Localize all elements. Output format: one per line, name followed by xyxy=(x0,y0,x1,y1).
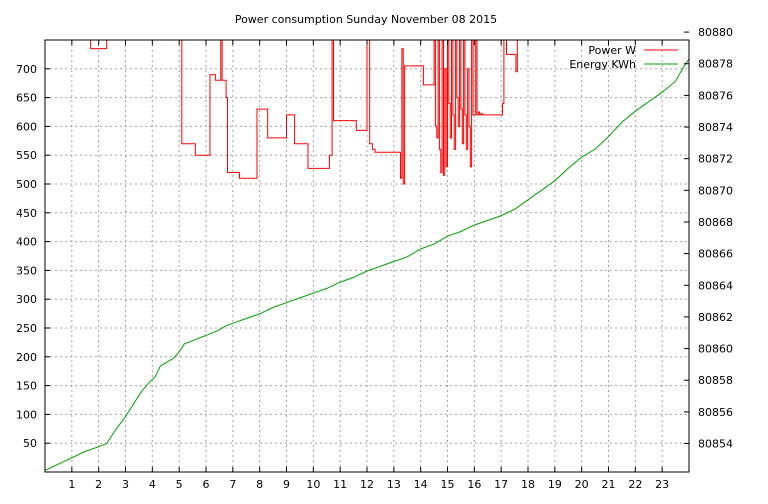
series-line-power-w xyxy=(89,40,518,185)
x-tick-label: 9 xyxy=(283,478,290,491)
y2-tick-label: 80860 xyxy=(698,343,733,356)
x-tick-label: 18 xyxy=(521,478,535,491)
x-tick-label: 2 xyxy=(95,478,102,491)
y-tick-label: 250 xyxy=(16,322,37,335)
chart-title: Power consumption Sunday November 08 201… xyxy=(235,13,497,26)
y-tick-label: 550 xyxy=(16,149,37,162)
y-tick-label: 350 xyxy=(16,264,37,277)
x-tick-label: 12 xyxy=(360,478,374,491)
x-tick-label: 20 xyxy=(575,478,589,491)
x-tick-label: 11 xyxy=(333,478,347,491)
x-tick-label: 8 xyxy=(256,478,263,491)
y2-tick-label: 80870 xyxy=(698,184,733,197)
x-tick-label: 3 xyxy=(122,478,129,491)
y-tick-label: 150 xyxy=(16,380,37,393)
y2-tick-label: 80878 xyxy=(698,58,733,71)
y2-tick-label: 80864 xyxy=(698,279,733,292)
x-tick-label: 5 xyxy=(176,478,183,491)
x-tick-label: 19 xyxy=(548,478,562,491)
x-tick-label: 7 xyxy=(229,478,236,491)
x-tick-label: 22 xyxy=(628,478,642,491)
x-tick-label: 6 xyxy=(203,478,210,491)
legend-label: Power W xyxy=(588,44,636,57)
x-tick-label: 1 xyxy=(68,478,75,491)
y-tick-label: 450 xyxy=(16,207,37,220)
y-tick-label: 200 xyxy=(16,351,37,364)
y-tick-label: 600 xyxy=(16,120,37,133)
y2-tick-label: 80876 xyxy=(698,89,733,102)
x-tick-label: 16 xyxy=(467,478,481,491)
legend-label: Energy KWh xyxy=(569,58,636,71)
x-tick-label: 23 xyxy=(655,478,669,491)
y-tick-label: 50 xyxy=(23,437,37,450)
y2-tick-label: 80868 xyxy=(698,216,733,229)
x-tick-label: 4 xyxy=(149,478,156,491)
y-tick-label: 100 xyxy=(16,408,37,421)
y2-tick-label: 80854 xyxy=(698,438,733,451)
y-tick-label: 500 xyxy=(16,178,37,191)
y2-tick-label: 80880 xyxy=(698,26,733,39)
x-tick-label: 14 xyxy=(414,478,428,491)
y2-tick-label: 80858 xyxy=(698,374,733,387)
x-tick-label: 13 xyxy=(387,478,401,491)
y2-tick-label: 80866 xyxy=(698,248,733,261)
y2-tick-label: 80856 xyxy=(698,406,733,419)
series-line-energy-kwh xyxy=(45,58,689,471)
y2-tick-label: 80862 xyxy=(698,311,733,324)
x-tick-label: 17 xyxy=(494,478,508,491)
y-tick-label: 300 xyxy=(16,293,37,306)
y-tick-label: 650 xyxy=(16,92,37,105)
x-tick-label: 21 xyxy=(602,478,616,491)
x-tick-label: 10 xyxy=(306,478,320,491)
y-tick-label: 700 xyxy=(16,63,37,76)
y-tick-label: 400 xyxy=(16,236,37,249)
y2-tick-label: 80872 xyxy=(698,153,733,166)
x-tick-label: 15 xyxy=(441,478,455,491)
y2-tick-label: 80874 xyxy=(698,121,733,134)
